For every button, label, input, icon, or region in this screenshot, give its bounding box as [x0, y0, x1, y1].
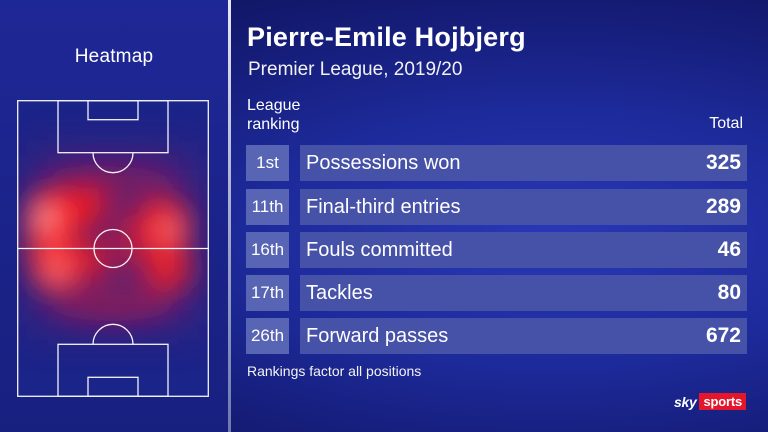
- ranking-column-header: League ranking: [247, 97, 301, 133]
- pitch-diagram: [17, 100, 209, 397]
- total-column-header: Total: [709, 115, 743, 132]
- panel-divider: [228, 0, 231, 432]
- stat-bar: Possessions won 325: [300, 145, 747, 181]
- stat-row: 17th Tackles 80: [246, 275, 747, 311]
- stat-label: Forward passes: [306, 325, 449, 347]
- competition-season: Premier League, 2019/20: [248, 59, 463, 80]
- rank-badge: 1st: [246, 145, 289, 181]
- sky-sports-logo: sky sports: [674, 393, 746, 410]
- stat-label: Fouls committed: [306, 239, 453, 261]
- stat-label: Tackles: [306, 282, 373, 304]
- heat-cores: [35, 204, 179, 280]
- stat-bar: Final-third entries 289: [300, 189, 747, 225]
- rank-badge: 17th: [246, 275, 289, 311]
- footnote: Rankings factor all positions: [247, 363, 422, 379]
- stat-bar: Fouls committed 46: [300, 232, 747, 268]
- player-name: Pierre-Emile Hojbjerg: [247, 22, 526, 52]
- stat-value: 46: [717, 238, 741, 261]
- stat-row: 11th Final-third entries 289: [246, 189, 747, 225]
- rank-badge: 26th: [246, 318, 289, 354]
- stat-bar: Tackles 80: [300, 275, 747, 311]
- rank-badge: 16th: [246, 232, 289, 268]
- heatmap-title: Heatmap: [74, 46, 154, 67]
- stat-row: 26th Forward passes 672: [246, 318, 747, 354]
- stat-row: 16th Fouls committed 46: [246, 232, 747, 268]
- sky-logo-text: sky: [674, 393, 697, 410]
- pitch-lines: [17, 100, 209, 397]
- stat-value: 325: [705, 151, 741, 174]
- pitch-heatmap: [17, 100, 209, 397]
- sports-logo-text: sports: [699, 393, 746, 410]
- stat-row: 1st Possessions won 325: [246, 145, 747, 181]
- stat-value: 80: [717, 281, 741, 304]
- stat-value: 289: [705, 195, 741, 218]
- stat-label: Final-third entries: [306, 196, 461, 218]
- stat-label: Possessions won: [306, 152, 461, 174]
- rank-badge: 11th: [246, 189, 289, 225]
- stat-bar: Forward passes 672: [300, 318, 747, 354]
- stat-value: 672: [705, 324, 741, 347]
